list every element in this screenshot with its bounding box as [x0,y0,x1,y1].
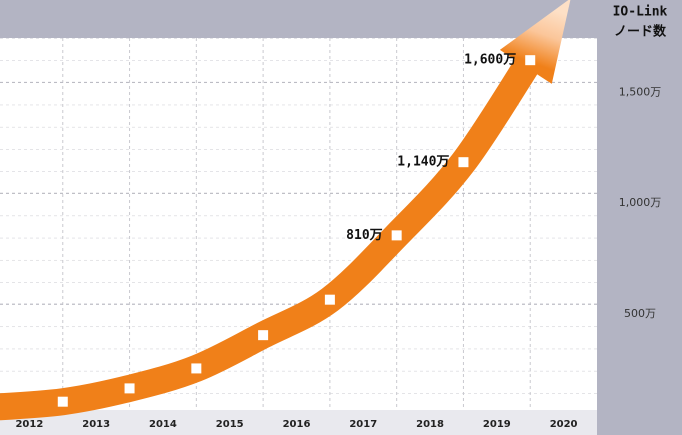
y-axis-title: ノード数 [614,24,667,40]
value-label: 1,140万 [397,155,449,170]
x-tick-label: 2017 [349,419,377,430]
point [124,383,135,394]
right-panel [597,0,682,435]
x-tick-label: 2020 [550,419,578,430]
x-tick-label: 2013 [82,419,110,430]
value-label: 1,600万 [464,53,516,68]
marks: 810万 1,140万 1,600万 [57,53,536,407]
y-tick-label: 1,500万 [619,85,662,98]
value-label: 810万 [346,228,382,243]
y-tick-label: 1,000万 [619,196,662,209]
x-axis-band [0,410,597,435]
x-tick-label: 2012 [15,419,43,430]
x-tick-label: 2016 [283,419,311,430]
top-band [0,0,682,38]
point [258,330,269,341]
point [57,396,68,407]
point [458,157,469,168]
x-tick-label: 2019 [483,419,511,430]
x-tick-label: 2014 [149,419,177,430]
point [391,230,402,241]
y-axis-title: IO-Link [613,5,668,20]
x-tick-label: 2018 [416,419,444,430]
arrow-head [499,0,571,84]
point [324,294,335,305]
x-tick-label: 2015 [216,419,244,430]
point [191,363,202,374]
point [525,55,536,66]
y-tick-label: 500万 [624,307,656,320]
